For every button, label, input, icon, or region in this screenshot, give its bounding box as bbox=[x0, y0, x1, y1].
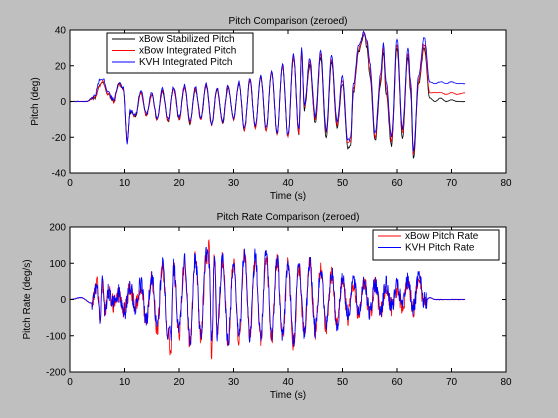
x-tick-label: 70 bbox=[446, 178, 458, 189]
legend-entry: KVH Pitch Rate bbox=[405, 243, 475, 254]
x-axis-label: Time (s) bbox=[270, 390, 306, 401]
series-lines bbox=[70, 30, 466, 159]
y-tick-label: -200 bbox=[46, 368, 66, 379]
chart-title: Pitch Rate Comparison (zeroed) bbox=[217, 212, 360, 223]
y-axis-label: Pitch (deg) bbox=[30, 77, 41, 125]
legend-entry: xBow Pitch Rate bbox=[405, 231, 479, 242]
y-axis-label: Pitch Rate (deg/s) bbox=[22, 259, 33, 339]
y-tick-label: 0 bbox=[60, 295, 66, 306]
y-tick-label: 200 bbox=[49, 223, 66, 234]
x-tick-label: 30 bbox=[228, 377, 240, 388]
series-line-kvh-integrated-pitch bbox=[70, 30, 466, 152]
x-tick-label: 40 bbox=[282, 377, 294, 388]
x-tick-label: 20 bbox=[173, 178, 185, 189]
series-line-kvh-pitch-rate bbox=[70, 246, 466, 348]
x-tick-label: 60 bbox=[391, 178, 403, 189]
pitch-rate-comparison-chart: Pitch Rate Comparison (zeroed) 0 10 20 30 40… bbox=[22, 212, 512, 401]
x-tick-label: 30 bbox=[228, 178, 240, 189]
x-tick-label: 50 bbox=[337, 178, 349, 189]
x-tick-label: 40 bbox=[282, 178, 294, 189]
y-tick-label: 0 bbox=[60, 97, 66, 108]
x-tick-label: 10 bbox=[119, 377, 131, 388]
y-tick-label: -40 bbox=[52, 169, 67, 180]
x-tick-label: 0 bbox=[67, 178, 73, 189]
x-tick-label: 20 bbox=[173, 377, 185, 388]
pitch-comparison-chart: Pitch Comparison (zeroed) 0 10 20 30 40 50 60 7… bbox=[30, 16, 512, 202]
y-tick-label: -100 bbox=[46, 331, 66, 342]
x-tick-label: 10 bbox=[119, 178, 131, 189]
chart-title: Pitch Comparison (zeroed) bbox=[229, 16, 348, 27]
x-tick-label: 80 bbox=[500, 178, 512, 189]
x-axis-label: Time (s) bbox=[270, 191, 306, 202]
x-tick-label: 0 bbox=[67, 377, 73, 388]
legend-box bbox=[372, 229, 500, 261]
legend-entry: KVH Integrated Pitch bbox=[139, 57, 232, 68]
legend-entry: xBow Integrated Pitch bbox=[139, 46, 236, 57]
legend-entry: xBow Stabilized Pitch bbox=[139, 34, 235, 45]
x-tick-label: 50 bbox=[337, 377, 349, 388]
legend-box bbox=[106, 32, 254, 74]
x-tick-label: 60 bbox=[391, 377, 403, 388]
y-tick-label: -20 bbox=[52, 133, 67, 144]
x-tick-label: 70 bbox=[446, 377, 458, 388]
series-lines bbox=[70, 238, 466, 360]
y-tick-label: 40 bbox=[55, 26, 67, 37]
y-tick-label: 20 bbox=[55, 61, 67, 72]
x-tick-label: 80 bbox=[500, 377, 512, 388]
y-tick-label: 100 bbox=[49, 259, 66, 270]
